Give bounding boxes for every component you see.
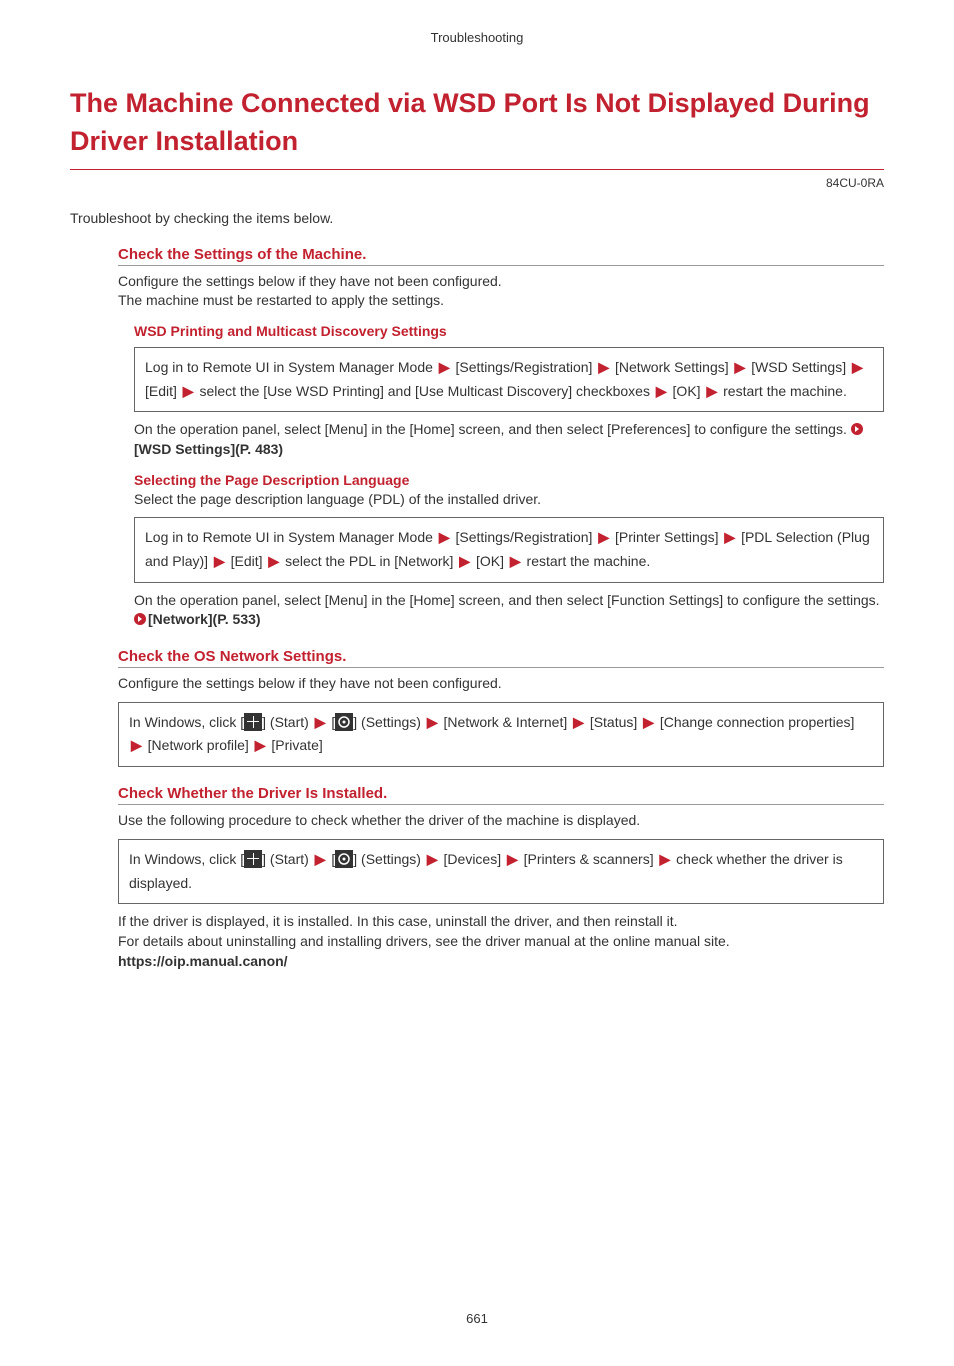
- xref-link[interactable]: [Network](P. 533): [148, 611, 261, 627]
- page-container: Troubleshooting The Machine Connected vi…: [0, 0, 954, 1366]
- step-box: In Windows, click [] (Start) ▶ [] (Setti…: [118, 702, 884, 768]
- intro-text: Troubleshoot by checking the items below…: [70, 210, 884, 226]
- step-text: In Windows, click [: [129, 714, 244, 730]
- step-text: [Private]: [271, 737, 322, 753]
- step-text: ] (Settings): [353, 714, 425, 730]
- arrow-icon: ▶: [131, 734, 142, 758]
- step-box: Log in to Remote UI in System Manager Mo…: [134, 347, 884, 413]
- arrow-icon: ▶: [510, 550, 521, 574]
- step-text: [Change connection properties]: [660, 714, 855, 730]
- text-line: If the driver is displayed, it is instal…: [118, 913, 678, 929]
- arrow-icon: ▶: [643, 711, 654, 735]
- section-machine-settings: Check the Settings of the Machine. Confi…: [118, 246, 884, 630]
- step-text: Log in to Remote UI in System Manager Mo…: [145, 529, 437, 545]
- step-text: [Settings/Registration]: [455, 529, 596, 545]
- arrow-icon: ▶: [852, 356, 863, 380]
- section-driver-installed: Check Whether the Driver Is Installed. U…: [118, 785, 884, 971]
- step-text: [Network & Internet]: [444, 714, 572, 730]
- step-text: [Network Settings]: [615, 359, 733, 375]
- body-text: On the operation panel, select [Menu] in…: [134, 420, 884, 459]
- step-text: restart the machine.: [527, 553, 651, 569]
- section-heading: Check the OS Network Settings.: [118, 648, 884, 668]
- xref-link[interactable]: [WSD Settings](P. 483): [134, 441, 283, 457]
- step-text: [Settings/Registration]: [455, 359, 596, 375]
- arrow-icon: ▶: [573, 711, 584, 735]
- arrow-icon: ▶: [660, 848, 671, 872]
- arrow-icon: ▶: [656, 380, 667, 404]
- body-text: Configure the settings below if they hav…: [118, 674, 884, 694]
- step-text: [Devices]: [444, 851, 505, 867]
- arrow-icon: ▶: [439, 526, 450, 550]
- arrow-icon: ▶: [598, 526, 609, 550]
- step-text: [WSD Settings]: [751, 359, 850, 375]
- body-text: If the driver is displayed, it is instal…: [118, 912, 884, 971]
- arrow-icon: ▶: [183, 380, 194, 404]
- link-icon: [851, 423, 863, 435]
- header-section-title: Troubleshooting: [70, 30, 884, 45]
- step-text: [Printer Settings]: [615, 529, 722, 545]
- step-text: In Windows, click [: [129, 851, 244, 867]
- body-text: On the operation panel, select [Menu] in…: [134, 591, 884, 630]
- arrow-icon: ▶: [439, 356, 450, 380]
- page-number: 661: [70, 1311, 884, 1326]
- external-url[interactable]: https://oip.manual.canon/: [118, 953, 288, 969]
- arrow-icon: ▶: [724, 526, 735, 550]
- sub-heading: Selecting the Page Description Language: [134, 472, 884, 488]
- body-text: Configure the settings below if they hav…: [118, 272, 884, 311]
- step-text: [Network profile]: [148, 737, 253, 753]
- step-text: restart the machine.: [723, 383, 847, 399]
- text-line: On the operation panel, select [Menu] in…: [134, 421, 851, 437]
- text-line: Configure the settings below if they hav…: [118, 273, 502, 289]
- step-text: ] (Settings): [353, 851, 425, 867]
- arrow-icon: ▶: [459, 550, 470, 574]
- arrow-icon: ▶: [507, 848, 518, 872]
- arrow-icon: ▶: [315, 711, 326, 735]
- section-os-network: Check the OS Network Settings. Configure…: [118, 648, 884, 767]
- step-box: In Windows, click [] (Start) ▶ [] (Setti…: [118, 839, 884, 905]
- step-text: [Edit]: [231, 553, 267, 569]
- step-text: [Printers & scanners]: [524, 851, 658, 867]
- step-text: [OK]: [476, 553, 508, 569]
- arrow-icon: ▶: [315, 848, 326, 872]
- text-line: For details about uninstalling and insta…: [118, 933, 730, 949]
- section-heading: Check the Settings of the Machine.: [118, 246, 884, 266]
- text-line: On the operation panel, select [Menu] in…: [134, 592, 880, 608]
- sub-heading: WSD Printing and Multicast Discovery Set…: [134, 323, 884, 339]
- step-text: select the PDL in [Network]: [285, 553, 457, 569]
- arrow-icon: ▶: [255, 734, 266, 758]
- gear-icon: [335, 850, 353, 868]
- step-box: Log in to Remote UI in System Manager Mo…: [134, 517, 884, 583]
- body-text: Select the page description language (PD…: [134, 490, 884, 510]
- arrow-icon: ▶: [598, 356, 609, 380]
- step-text: select the [Use WSD Printing] and [Use M…: [199, 383, 653, 399]
- step-text: [Status]: [590, 714, 641, 730]
- arrow-icon: ▶: [735, 356, 746, 380]
- page-title: The Machine Connected via WSD Port Is No…: [70, 85, 884, 170]
- text-line: The machine must be restarted to apply t…: [118, 292, 444, 308]
- body-text: Use the following procedure to check whe…: [118, 811, 884, 831]
- document-id: 84CU-0RA: [70, 176, 884, 190]
- windows-start-icon: [244, 850, 262, 868]
- link-icon: [134, 613, 146, 625]
- windows-start-icon: [244, 713, 262, 731]
- subsection-wsd: WSD Printing and Multicast Discovery Set…: [134, 323, 884, 630]
- gear-icon: [335, 713, 353, 731]
- arrow-icon: ▶: [427, 711, 438, 735]
- arrow-icon: ▶: [214, 550, 225, 574]
- step-text: [Edit]: [145, 383, 181, 399]
- arrow-icon: ▶: [706, 380, 717, 404]
- step-text: ] (Start): [262, 714, 313, 730]
- step-text: [OK]: [673, 383, 705, 399]
- step-text: ] (Start): [262, 851, 313, 867]
- arrow-icon: ▶: [427, 848, 438, 872]
- arrow-icon: ▶: [268, 550, 279, 574]
- section-heading: Check Whether the Driver Is Installed.: [118, 785, 884, 805]
- step-text: Log in to Remote UI in System Manager Mo…: [145, 359, 437, 375]
